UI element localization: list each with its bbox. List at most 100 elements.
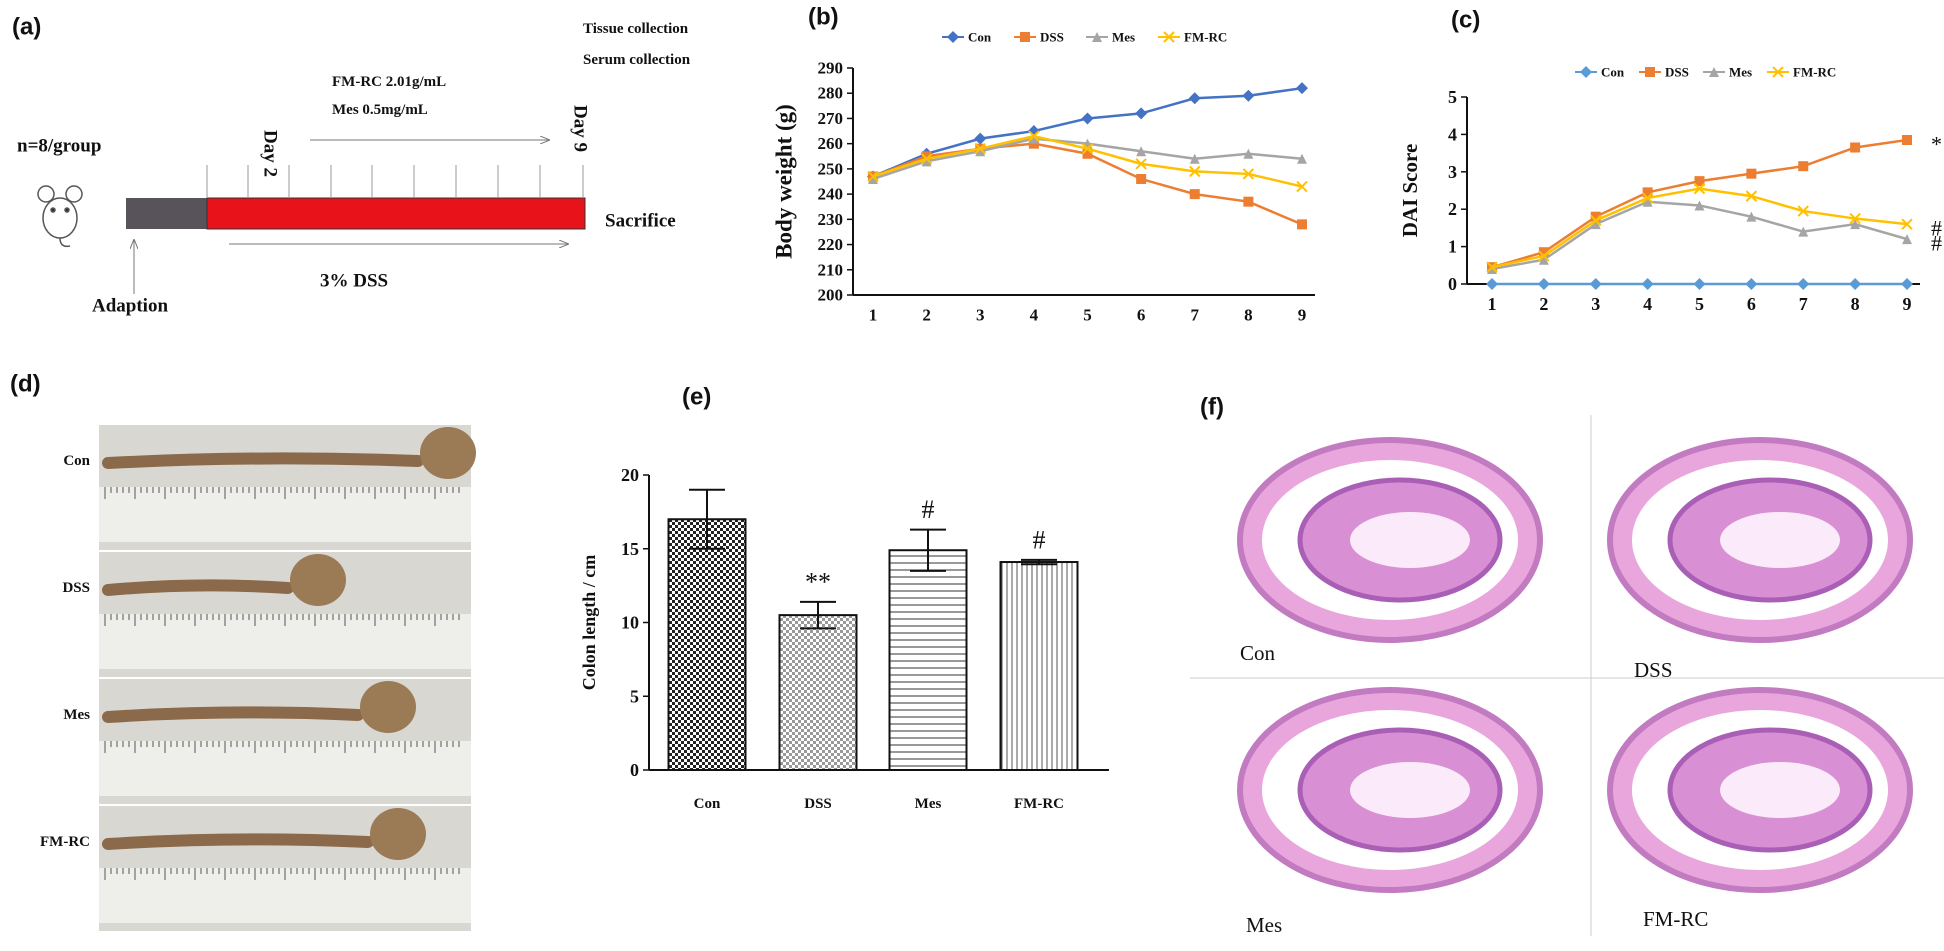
legend-marker — [1020, 32, 1030, 42]
acclimation: Adaption — [92, 296, 168, 317]
x-tick-label: 8 — [1244, 306, 1253, 325]
y-tick-label: 5 — [1448, 87, 1457, 107]
x-tick-label: 4 — [1030, 306, 1039, 325]
marker — [974, 132, 987, 145]
marker — [1081, 112, 1094, 125]
y-tick-label: 0 — [630, 760, 639, 780]
marker — [1296, 180, 1308, 193]
day-start: Day 2 — [260, 130, 281, 177]
y-tick-label: 3 — [1448, 162, 1457, 182]
y-tick-label: 250 — [818, 159, 844, 178]
marker — [1849, 212, 1861, 225]
lumen — [1720, 762, 1840, 818]
marker — [1590, 211, 1601, 222]
marker — [1189, 165, 1201, 178]
marker — [921, 151, 932, 162]
marker — [1850, 142, 1861, 153]
marker — [1642, 196, 1653, 207]
legend-marker — [1580, 66, 1592, 78]
treatment: FM-RC 2.01g/mL — [332, 74, 446, 90]
y-tick-label: 0 — [1448, 274, 1457, 294]
group-size: n=8/group — [17, 136, 101, 157]
y-tick-label: 20 — [621, 465, 639, 485]
marker — [1242, 89, 1255, 102]
x-tick-label: Con — [694, 796, 721, 812]
legend-marker — [947, 31, 959, 43]
marker — [1188, 92, 1201, 105]
x-tick-label: 5 — [1695, 294, 1704, 314]
x-tick-label: 7 — [1799, 294, 1808, 314]
annotation: # — [1931, 231, 1942, 256]
marker — [920, 153, 933, 165]
marker — [1901, 278, 1913, 290]
group-label: FM-RC — [1643, 907, 1708, 931]
cecum — [290, 554, 346, 606]
error-bar — [800, 600, 836, 630]
collection: Serum collection — [583, 52, 691, 68]
marker — [1849, 278, 1862, 290]
y-tick-label: 220 — [818, 235, 844, 254]
marker — [1850, 219, 1861, 230]
day-ticks — [206, 165, 584, 198]
group-label: Mes — [63, 707, 90, 723]
group-label: DSS — [1634, 658, 1673, 682]
marker — [1028, 133, 1039, 144]
legend-label: FM-RC — [1793, 65, 1836, 80]
group-label: DSS — [62, 580, 90, 596]
marker — [1296, 82, 1308, 95]
x-tick-label: 4 — [1643, 294, 1652, 314]
marker — [1243, 148, 1254, 159]
annotation: ** — [805, 567, 831, 596]
marker — [1135, 107, 1148, 120]
panel-label: (d) — [10, 371, 41, 398]
day-end: Day 9 — [570, 105, 591, 152]
y-tick-label: 290 — [818, 59, 844, 78]
bar — [667, 518, 747, 771]
marker — [1189, 189, 1200, 200]
cecum — [420, 427, 476, 479]
legend-marker — [1709, 67, 1719, 77]
group-label: Con — [1240, 641, 1276, 665]
legend-marker — [1645, 67, 1655, 77]
legend-label: DSS — [1665, 65, 1689, 80]
marker — [1798, 226, 1809, 237]
x-tick-label: 2 — [1539, 294, 1548, 314]
y-tick-label: 230 — [818, 210, 844, 229]
legend-label: Mes — [1729, 65, 1752, 80]
marker — [1902, 234, 1912, 245]
lumen — [1720, 512, 1840, 568]
marker — [1297, 153, 1307, 164]
marker — [1538, 254, 1549, 265]
lumen — [1350, 512, 1470, 568]
marker — [1486, 278, 1498, 290]
x-tick-label: 3 — [976, 306, 985, 325]
group-label: Con — [63, 453, 90, 469]
x-tick-label: 9 — [1298, 306, 1307, 325]
marker — [975, 146, 986, 157]
bar — [778, 614, 858, 771]
y-axis-title: Colon length / cm — [579, 555, 599, 691]
marker — [1641, 192, 1654, 204]
y-tick-label: 200 — [818, 286, 844, 305]
marker — [1081, 143, 1094, 155]
y-tick-label: 4 — [1448, 124, 1457, 144]
model-label: 3% DSS — [320, 271, 388, 292]
x-tick-label: 1 — [1488, 294, 1497, 314]
y-tick-label: 210 — [818, 260, 844, 279]
marker — [867, 170, 879, 183]
marker — [1694, 176, 1705, 187]
marker — [1797, 205, 1809, 217]
chart-title: (b) — [808, 4, 839, 31]
marker — [1746, 168, 1757, 179]
x-tick-label: 2 — [922, 306, 931, 325]
y-tick-label: 1 — [1448, 237, 1457, 257]
cecum — [370, 808, 426, 860]
marker — [868, 173, 878, 184]
lumen — [1350, 762, 1470, 818]
legend-marker — [1163, 31, 1175, 43]
colon — [102, 833, 374, 850]
legend-marker — [1772, 66, 1784, 78]
marker — [1136, 173, 1147, 184]
